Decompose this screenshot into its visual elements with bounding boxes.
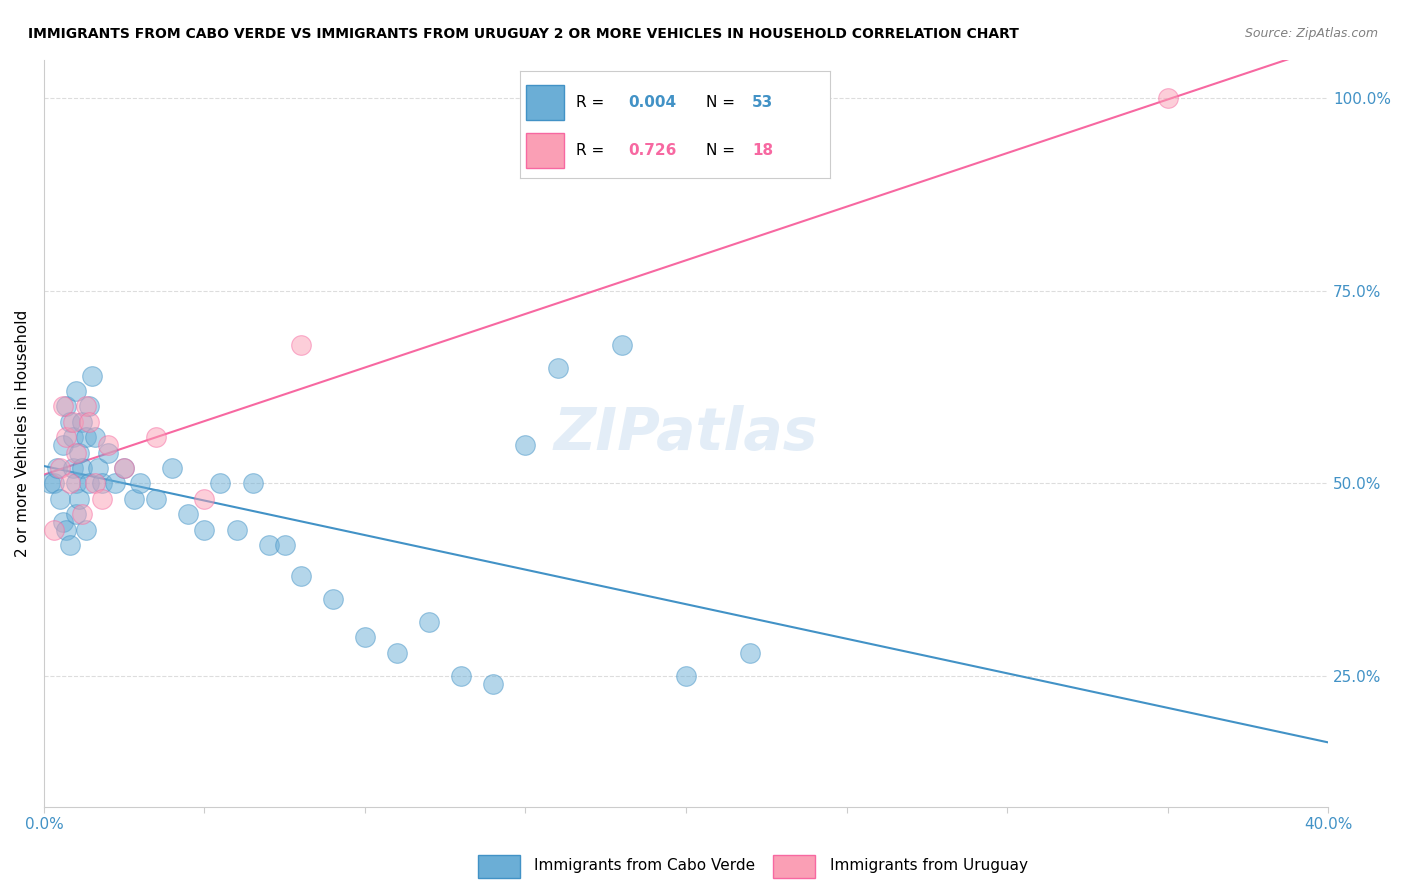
Point [84, 476, 107, 491]
Point [515, 438, 537, 452]
Point [418, 615, 440, 629]
Text: 0.726: 0.726 [628, 143, 676, 158]
Point [1156, 91, 1178, 105]
Point [84, 430, 107, 444]
Point [87, 461, 110, 475]
Point [72, 461, 94, 475]
Point [90, 491, 112, 506]
Point [290, 337, 312, 351]
Point [75, 400, 97, 414]
Point [45, 461, 67, 475]
Point [55, 523, 77, 537]
Point [112, 461, 135, 475]
Point [740, 646, 762, 660]
Point [72, 507, 94, 521]
Point [75, 430, 97, 444]
Point [273, 538, 295, 552]
Point [675, 669, 697, 683]
Point [77, 400, 100, 414]
Point [67, 491, 90, 506]
Text: R =: R = [576, 95, 609, 110]
Text: IMMIGRANTS FROM CABO VERDE VS IMMIGRANTS FROM URUGUAY 2 OR MORE VEHICLES IN HOUS: IMMIGRANTS FROM CABO VERDE VS IMMIGRANTS… [28, 27, 1019, 41]
Point [322, 591, 344, 606]
Text: 53: 53 [752, 95, 773, 110]
Point [177, 507, 200, 521]
Point [610, 337, 633, 351]
Point [193, 523, 215, 537]
Point [75, 523, 97, 537]
Text: 0.004: 0.004 [628, 95, 676, 110]
Point [547, 360, 569, 375]
Point [62, 415, 84, 429]
Point [65, 445, 87, 459]
Point [62, 430, 84, 444]
Point [77, 476, 100, 491]
Point [354, 631, 377, 645]
Point [129, 476, 152, 491]
Point [209, 476, 232, 491]
Y-axis label: 2 or more Vehicles in Household: 2 or more Vehicles in Household [15, 310, 30, 557]
Point [42, 523, 65, 537]
FancyBboxPatch shape [478, 855, 520, 878]
Text: Immigrants from Cabo Verde: Immigrants from Cabo Verde [534, 858, 755, 872]
Point [257, 538, 280, 552]
Point [77, 415, 100, 429]
Text: ZIPatlas: ZIPatlas [554, 405, 818, 462]
Text: Source: ZipAtlas.com: Source: ZipAtlas.com [1244, 27, 1378, 40]
Point [58, 476, 80, 491]
Text: Immigrants from Uruguay: Immigrants from Uruguay [830, 858, 1028, 872]
Point [242, 476, 264, 491]
Point [450, 669, 472, 683]
Text: N =: N = [706, 143, 740, 158]
Point [39, 476, 62, 491]
Point [290, 569, 312, 583]
Point [42, 476, 65, 491]
Point [55, 400, 77, 414]
Point [80, 368, 103, 383]
FancyBboxPatch shape [526, 134, 564, 168]
FancyBboxPatch shape [773, 855, 815, 878]
Point [65, 507, 87, 521]
Point [193, 491, 215, 506]
Point [52, 400, 75, 414]
Point [97, 445, 120, 459]
Point [49, 491, 72, 506]
Point [55, 430, 77, 444]
Point [385, 646, 408, 660]
Point [58, 415, 80, 429]
Point [72, 415, 94, 429]
Point [52, 438, 75, 452]
Point [162, 461, 184, 475]
Text: 18: 18 [752, 143, 773, 158]
Point [97, 438, 120, 452]
Point [62, 461, 84, 475]
Point [65, 384, 87, 398]
Point [112, 461, 135, 475]
Point [145, 491, 167, 506]
Point [122, 491, 145, 506]
Point [90, 476, 112, 491]
Point [482, 676, 505, 690]
Point [145, 430, 167, 444]
Point [103, 476, 125, 491]
FancyBboxPatch shape [526, 86, 564, 120]
Point [67, 445, 90, 459]
Point [225, 523, 247, 537]
Point [52, 515, 75, 529]
Text: N =: N = [706, 95, 740, 110]
Point [58, 538, 80, 552]
Point [65, 476, 87, 491]
Point [49, 461, 72, 475]
Text: R =: R = [576, 143, 609, 158]
